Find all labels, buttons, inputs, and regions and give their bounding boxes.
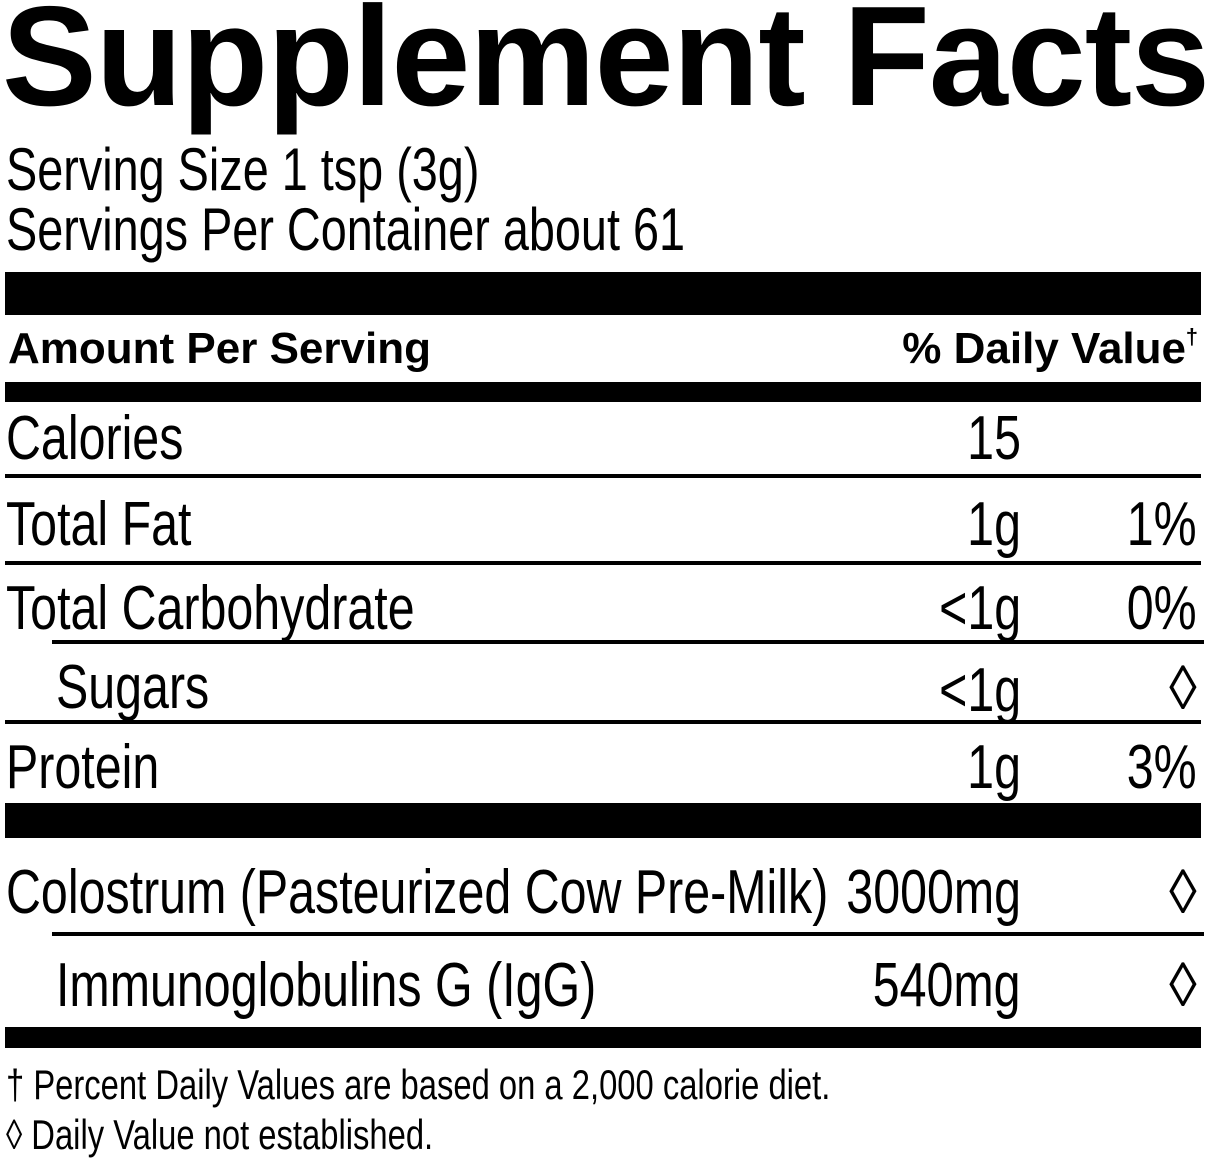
dagger-mark: †: [1185, 324, 1198, 349]
ingredient-dv-igg: ◊: [1169, 951, 1197, 1020]
daily-value-header-text: % Daily Value: [902, 324, 1186, 373]
nutrient-name-total-carbohydrate: Total Carbohydrate: [6, 574, 415, 643]
nutrient-amount-protein: 1g: [967, 733, 1021, 802]
nutrient-amount-sugars: <1g: [938, 656, 1021, 725]
servings-per-container: Servings Per Container about 61: [6, 196, 686, 263]
thick-divider-middle: [5, 803, 1201, 838]
nutrient-dv-total-carbohydrate: 0%: [1127, 574, 1197, 643]
daily-value-header: % Daily Value: [902, 327, 1186, 371]
row-divider: [5, 561, 1201, 565]
nutrient-amount-total-fat: 1g: [967, 490, 1021, 559]
nutrient-dv-protein: 3%: [1127, 733, 1197, 802]
ingredient-amount-igg: 540mg: [873, 951, 1021, 1020]
indented-row-divider: [52, 640, 1204, 644]
row-divider: [5, 474, 1201, 478]
thick-divider-bottom: [5, 1027, 1201, 1048]
nutrient-name-sugars: Sugars: [56, 653, 210, 722]
amount-per-serving-header: Amount Per Serving: [8, 324, 431, 373]
nutrient-name-total-fat: Total Fat: [6, 490, 192, 559]
ingredient-name-colostrum: Colostrum (Pasteurized Cow Pre-Milk): [6, 858, 829, 927]
nutrient-amount-calories: 15: [967, 404, 1021, 473]
ingredient-dv-colostrum: ◊: [1169, 858, 1197, 927]
serving-size: Serving Size 1 tsp (3g): [6, 136, 480, 203]
nutrient-dv-total-fat: 1%: [1127, 490, 1197, 559]
footnote-not-established: ◊ Daily Value not established.: [6, 1111, 434, 1158]
nutrient-name-calories: Calories: [6, 404, 184, 473]
nutrient-name-protein: Protein: [6, 733, 160, 802]
footnote-daily-values: † Percent Daily Values are based on a 2,…: [6, 1061, 831, 1108]
thick-divider-top: [5, 272, 1201, 315]
row-divider: [5, 720, 1201, 724]
indented-row-divider: [52, 932, 1204, 936]
nutrient-dv-sugars: ◊: [1169, 654, 1197, 723]
ingredient-name-igg: Immunoglobulins G (IgG): [56, 951, 597, 1020]
page-title: Supplement Facts: [2, 0, 1210, 136]
nutrient-amount-total-carbohydrate: <1g: [938, 574, 1021, 643]
medium-divider: [5, 382, 1201, 402]
ingredient-amount-colostrum: 3000mg: [846, 858, 1021, 927]
